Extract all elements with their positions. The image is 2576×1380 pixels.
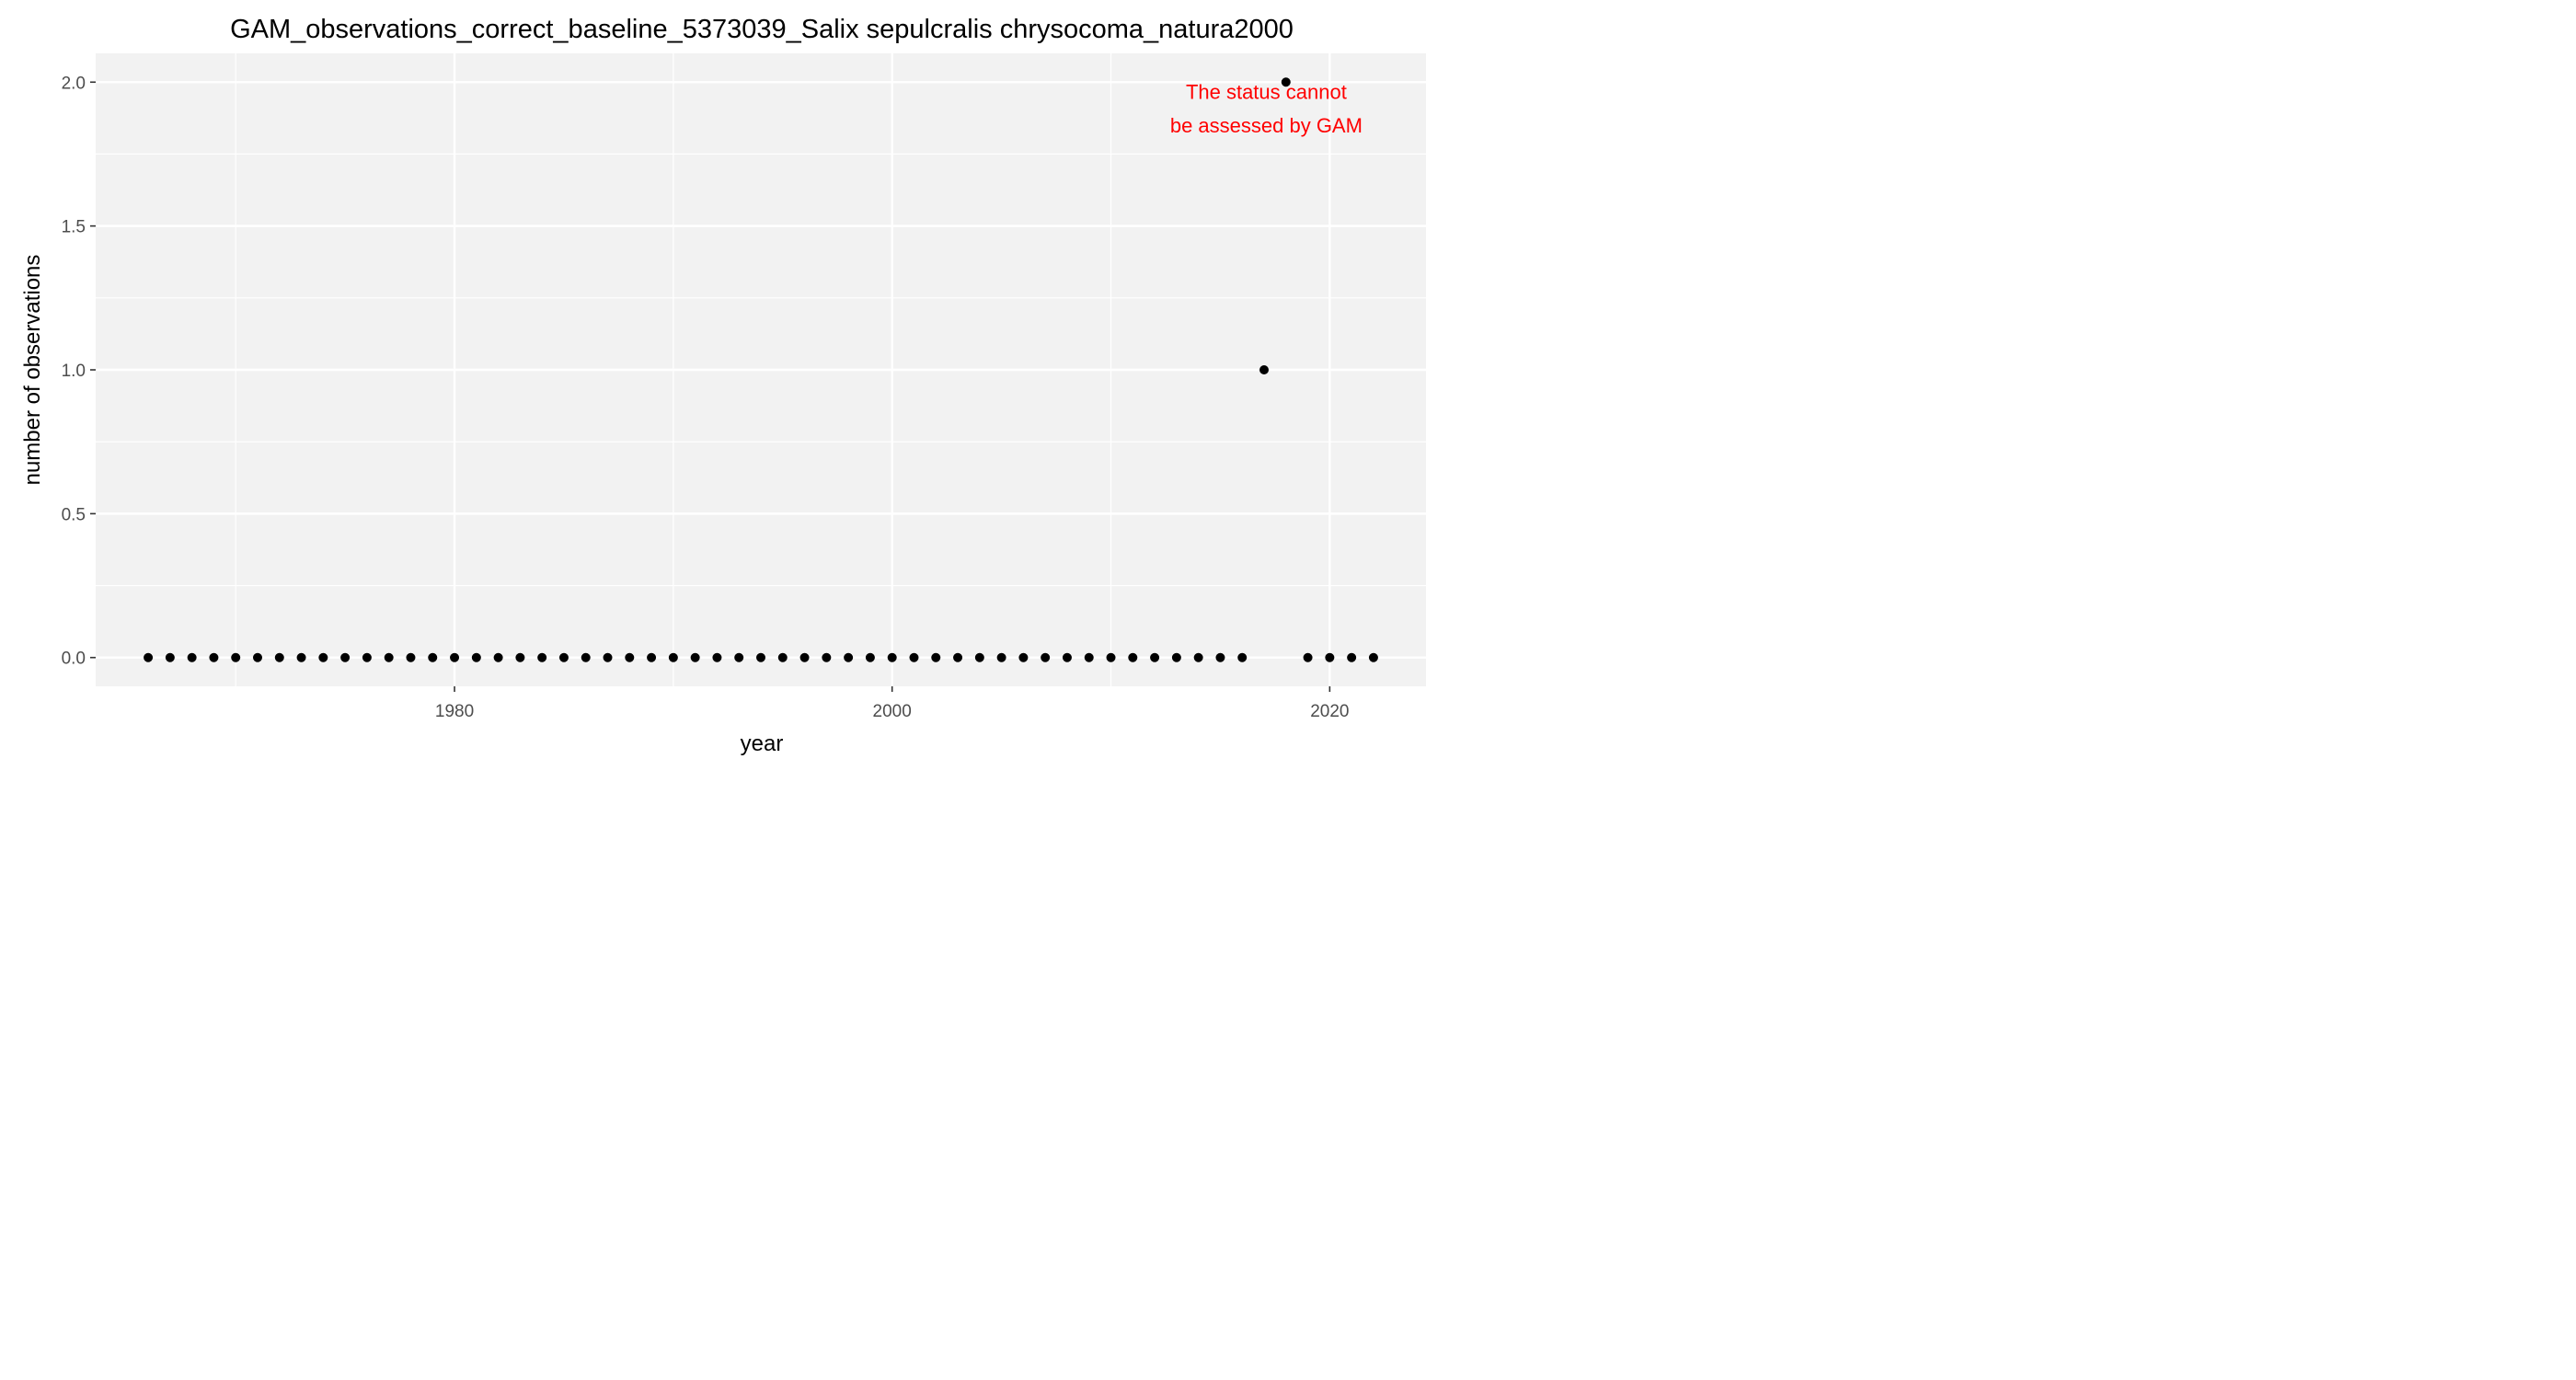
data-point	[1041, 652, 1051, 662]
data-point	[493, 652, 503, 662]
annotation-line: The status cannot	[1186, 80, 1347, 103]
data-points	[144, 77, 1378, 662]
data-point	[822, 652, 832, 662]
annotation-line: be assessed by GAM	[1170, 114, 1363, 137]
data-point	[799, 652, 810, 662]
data-point	[1347, 652, 1357, 662]
data-point	[1193, 652, 1203, 662]
data-point	[362, 652, 372, 662]
data-point	[974, 652, 984, 662]
data-point	[252, 652, 262, 662]
x-tick-label: 1980	[435, 702, 474, 721]
data-point	[1215, 652, 1225, 662]
data-point	[1368, 652, 1378, 662]
data-point	[318, 652, 328, 662]
data-point	[1150, 652, 1160, 662]
data-point	[558, 652, 569, 662]
chart: GAM_observations_correct_baseline_537303…	[20, 15, 1426, 756]
data-point	[428, 652, 438, 662]
data-point	[1303, 652, 1313, 662]
data-point	[734, 652, 744, 662]
data-point	[537, 652, 547, 662]
data-point	[144, 652, 154, 662]
y-tick-label: 1.0	[62, 362, 86, 381]
data-point	[450, 652, 460, 662]
x-axis: 1980 2000 2020	[435, 686, 1349, 721]
data-point	[581, 652, 591, 662]
data-point	[909, 652, 919, 662]
data-point	[690, 652, 700, 662]
data-point	[1259, 365, 1270, 374]
data-point	[471, 652, 481, 662]
data-point	[231, 652, 241, 662]
status-annotation: The status cannot be assessed by GAM	[1170, 80, 1363, 137]
data-point	[209, 652, 219, 662]
x-tick-label: 2000	[873, 702, 912, 721]
data-point	[844, 652, 854, 662]
data-point	[1106, 652, 1116, 662]
data-point	[996, 652, 1006, 662]
data-point	[777, 652, 788, 662]
data-point	[756, 652, 765, 662]
y-tick-label: 2.0	[62, 74, 86, 93]
data-point	[887, 652, 897, 662]
data-point	[1128, 652, 1138, 662]
x-axis-title: year	[741, 731, 784, 756]
data-point	[384, 652, 394, 662]
y-tick-label: 1.5	[62, 218, 86, 237]
data-point	[625, 652, 635, 662]
data-point	[515, 652, 525, 662]
data-point	[1018, 652, 1029, 662]
data-point	[340, 652, 351, 662]
data-point	[165, 652, 175, 662]
data-point	[1171, 652, 1181, 662]
x-tick-label: 2020	[1310, 702, 1349, 721]
data-point	[406, 652, 416, 662]
data-point	[931, 652, 941, 662]
data-point	[647, 652, 657, 662]
data-point	[603, 652, 613, 662]
data-point	[1281, 77, 1291, 87]
y-axis: 0.0 0.5 1.0 1.5 2.0	[62, 74, 96, 669]
data-point	[953, 652, 963, 662]
data-point	[187, 652, 197, 662]
y-axis-title: number of observations	[20, 255, 45, 486]
chart-title: GAM_observations_correct_baseline_537303…	[230, 15, 1294, 44]
data-point	[712, 652, 722, 662]
y-tick-label: 0.5	[62, 505, 86, 524]
y-tick-label: 0.0	[62, 650, 86, 669]
data-point	[1062, 652, 1072, 662]
data-point	[668, 652, 678, 662]
data-point	[1084, 652, 1094, 662]
data-point	[1325, 652, 1335, 662]
data-point	[1237, 652, 1248, 662]
data-point	[296, 652, 306, 662]
data-point	[274, 652, 284, 662]
data-point	[865, 652, 875, 662]
